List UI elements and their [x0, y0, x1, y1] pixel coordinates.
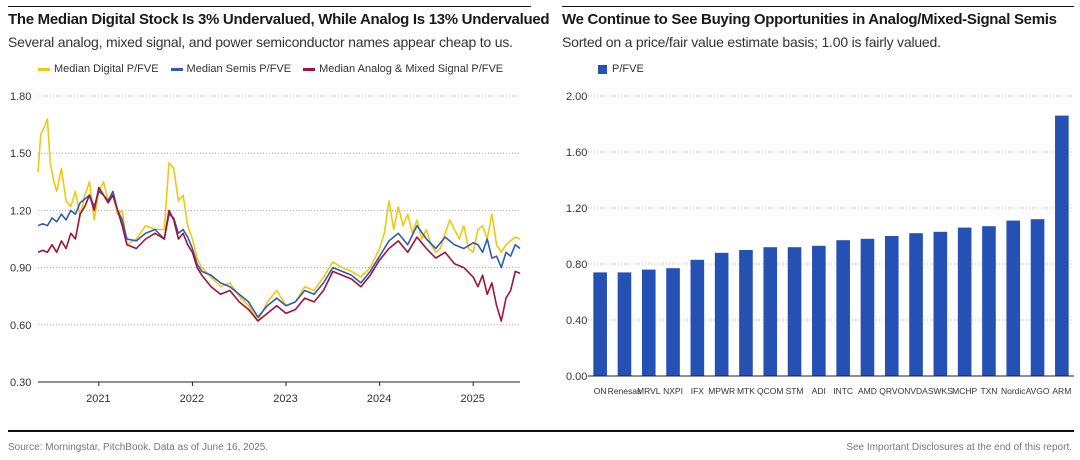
x-tick-label: IFX [691, 386, 705, 396]
legend-swatch-pfve [598, 64, 607, 74]
legend-swatch-digital [38, 67, 50, 71]
bar-avgo [1030, 219, 1045, 376]
legend-label-digital: Median Digital P/FVE [54, 63, 159, 75]
legend-swatch-semis [170, 67, 183, 71]
bar-mchp [957, 227, 972, 376]
x-tick-label: 2024 [367, 393, 391, 405]
y-tick-label: 0.60 [10, 320, 31, 332]
bar-nordic [1006, 220, 1021, 376]
y-tick-label: 0.40 [566, 315, 587, 327]
left-chart-subtitle: Several analog, mixed signal, and power … [8, 34, 513, 50]
legend-item-digital: Median Digital P/FVE [38, 63, 159, 75]
x-tick-label: STM [786, 386, 804, 396]
y-tick-label: 0.80 [566, 259, 587, 271]
x-tick-label: QCOM [757, 386, 783, 396]
x-tick-label: 2025 [460, 393, 484, 405]
x-tick-label: AMD [858, 386, 877, 396]
x-tick-label: ON [594, 386, 607, 396]
x-tick-label: 2021 [86, 393, 110, 405]
x-tick-label: MRVL [637, 386, 661, 396]
bar-mrvl [641, 269, 656, 376]
x-tick-label: Renesas [608, 386, 642, 396]
left-legend: Median Digital P/FVE Median Semis P/FVE … [38, 63, 515, 75]
bar-intc [836, 240, 850, 376]
footer-rule [8, 430, 1074, 432]
x-tick-label: ARM [1052, 386, 1071, 396]
y-tick-label: 0.00 [566, 371, 587, 383]
legend-item-pfve: P/FVE [598, 63, 644, 75]
x-tick-label: 2022 [180, 393, 204, 405]
series-line-analog [37, 186, 521, 322]
bar-nxpi [666, 268, 680, 376]
x-tick-label: Nordic [1001, 386, 1026, 396]
right-chart-title: We Continue to See Buying Opportunities … [562, 11, 1057, 28]
x-tick-label: AVGO [1026, 386, 1050, 396]
x-tick-label: MPWR [708, 386, 735, 396]
x-tick-label: NXPI [663, 386, 683, 396]
x-tick-label: NVDA [904, 386, 928, 396]
x-tick-label: SWKS [928, 386, 953, 396]
footer-disclosure: See Important Disclosures at the end of … [846, 442, 1072, 453]
bar-qcom [763, 247, 778, 376]
bar-adi [812, 245, 826, 376]
bar-swks [933, 231, 948, 376]
y-tick-label: 1.50 [10, 148, 31, 160]
bar-renesas [617, 272, 632, 376]
bar-nvda [909, 233, 923, 376]
bar-ifx [690, 259, 705, 376]
y-tick-label: 1.60 [566, 147, 587, 159]
legend-item-analog: Median Analog & Mixed Signal P/FVE [303, 63, 503, 75]
left-chart-title: The Median Digital Stock Is 3% Undervalu… [8, 11, 550, 28]
left-top-rule [8, 6, 531, 7]
x-tick-label: INTC [833, 386, 853, 396]
y-tick-label: 1.80 [10, 91, 31, 103]
right-legend: P/FVE [598, 63, 656, 75]
x-tick-label: 2023 [273, 393, 297, 405]
legend-item-semis: Median Semis P/FVE [170, 63, 292, 75]
y-tick-label: 0.30 [10, 377, 31, 389]
bar-qrvo [884, 236, 899, 376]
x-tick-label: TXN [980, 386, 997, 396]
right-chart-subtitle: Sorted on a price/fair value estimate ba… [562, 34, 941, 50]
legend-label-semis: Median Semis P/FVE [186, 63, 292, 75]
bar-mtk [739, 250, 753, 376]
x-tick-label: QRVO [879, 386, 904, 396]
right-top-rule [562, 6, 1074, 7]
bar-mpwr [714, 252, 729, 376]
y-tick-label: 2.00 [566, 91, 587, 103]
bar-amd [860, 238, 875, 376]
x-tick-label: MTK [737, 386, 755, 396]
legend-swatch-analog [303, 67, 316, 71]
y-tick-label: 1.20 [566, 203, 587, 215]
y-tick-label: 0.90 [10, 263, 31, 275]
bar-on [593, 272, 607, 376]
legend-label-pfve: P/FVE [612, 63, 644, 75]
line-chart: 1.80 1.50 1.20 0.90 0.60 0.30 2021 2022 2023 2024… [10, 91, 521, 405]
bar-stm [787, 247, 802, 376]
y-tick-label: 1.20 [10, 205, 31, 217]
legend-label-analog: Median Analog & Mixed Signal P/FVE [319, 63, 504, 75]
bar-arm [1055, 115, 1069, 376]
series-line-digital [37, 118, 521, 322]
x-tick-label: ADI [812, 386, 826, 396]
x-tick-label: MCHP [952, 386, 977, 396]
footer-source: Source: Morningstar, PitchBook. Data as … [8, 442, 269, 453]
bar-txn [982, 226, 996, 376]
